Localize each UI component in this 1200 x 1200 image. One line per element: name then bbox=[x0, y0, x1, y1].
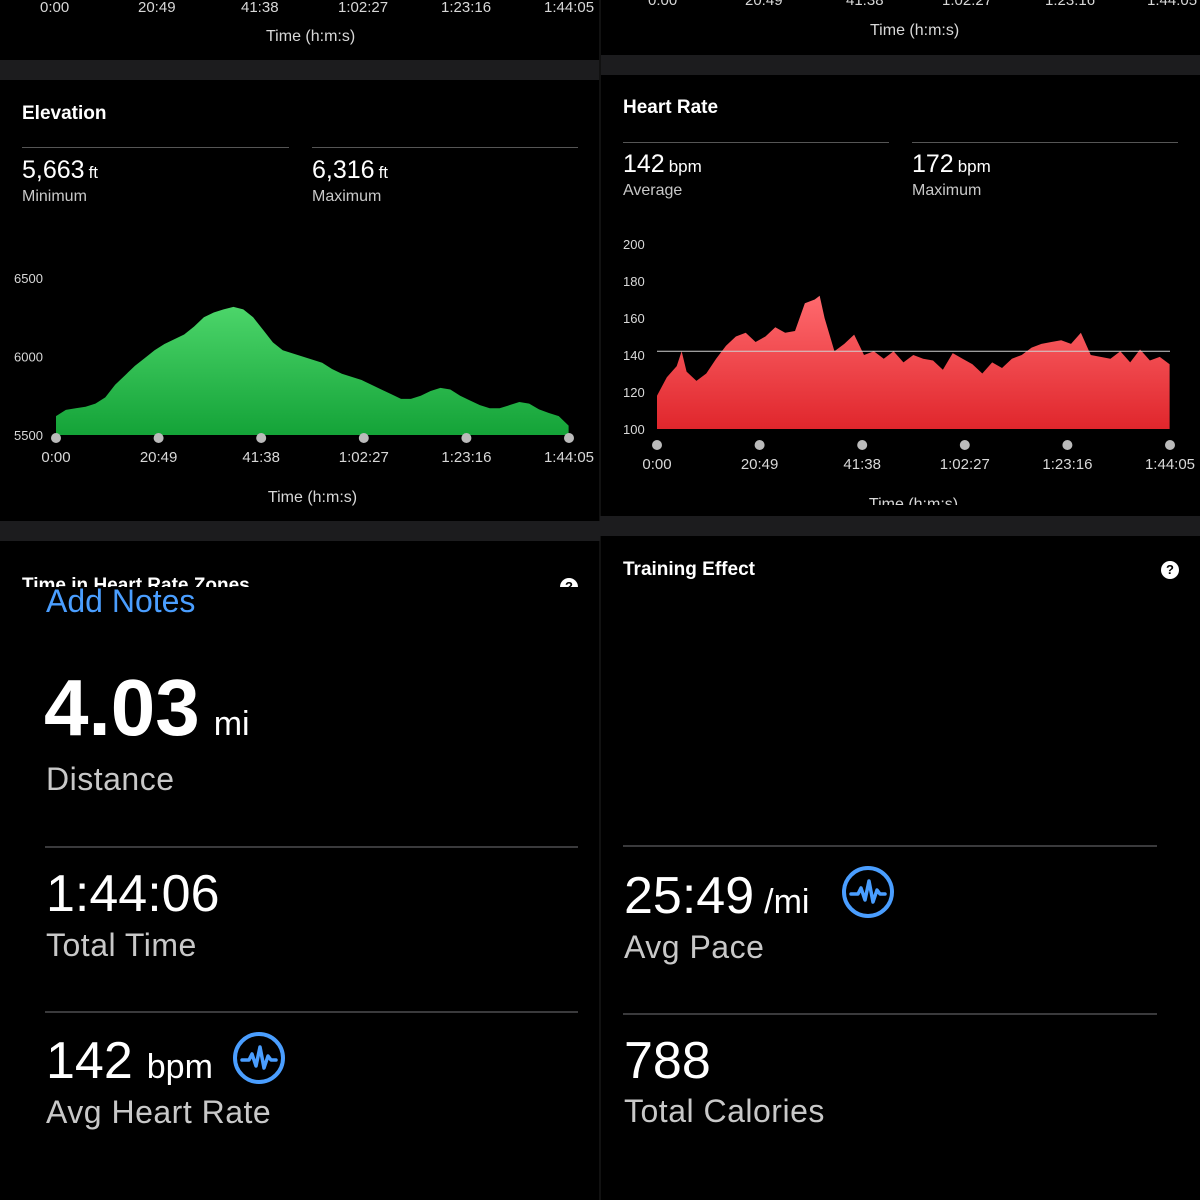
section-divider bbox=[600, 516, 1200, 536]
x-tick-label: 1:02:27 bbox=[339, 449, 389, 466]
heart-rate-wave-icon bbox=[233, 1032, 285, 1084]
y-tick-label: 6000 bbox=[14, 350, 43, 365]
x-tick: 0:00 bbox=[648, 0, 678, 9]
elevation-chart: 5500 6000 6500 0:00 20:49 41:38 1:02:27 1:23:16… bbox=[14, 271, 594, 506]
heart-rate-chart: 100 120 140 160 180 200 0:00 20:49 41:38 1:02:27 1… bbox=[623, 237, 1195, 505]
x-tick: 1:44:05 bbox=[1147, 0, 1198, 9]
x-axis-label: Time (h:m:s) bbox=[266, 28, 356, 45]
x-tick-label: 1:44:05 bbox=[544, 449, 594, 466]
training-effect-help-icon[interactable]: ? bbox=[1161, 561, 1179, 579]
zones-help-icon[interactable]: ? bbox=[560, 578, 578, 587]
distance-value: 4.03 mi bbox=[44, 663, 250, 752]
x-tick-dot[interactable] bbox=[358, 433, 369, 443]
divider bbox=[623, 142, 889, 143]
divider bbox=[623, 845, 1157, 847]
panel-title: Heart Rate bbox=[623, 97, 719, 118]
zones-title: Time in Heart Rate Zones bbox=[22, 575, 250, 587]
x-tick-label: 1:23:16 bbox=[1042, 456, 1092, 473]
panel-title: Elevation bbox=[22, 103, 107, 124]
y-tick-label: 120 bbox=[623, 385, 645, 400]
total-time-value: 1:44:06 bbox=[46, 865, 220, 923]
divider bbox=[45, 846, 578, 848]
x-tick: 0:00 bbox=[40, 0, 70, 16]
avg-hr-value: 142 bpm bbox=[46, 1032, 213, 1090]
divider bbox=[912, 142, 1178, 143]
training-effect-title: Training Effect bbox=[623, 559, 755, 580]
x-tick-label: 0:00 bbox=[642, 456, 671, 473]
x-tick: 41:38 bbox=[241, 0, 279, 16]
x-tick-label: 20:49 bbox=[140, 449, 178, 466]
y-tick-label: 140 bbox=[623, 348, 645, 363]
section-divider bbox=[600, 55, 1200, 75]
x-tick-label: 20:49 bbox=[741, 456, 779, 473]
hr-avg-value: 142 bpm bbox=[623, 150, 702, 178]
y-tick-label: 200 bbox=[623, 237, 645, 252]
avg-hr-label: Avg Heart Rate bbox=[46, 1094, 272, 1130]
x-tick: 41:38 bbox=[846, 0, 884, 9]
y-tick-label: 5500 bbox=[14, 428, 43, 443]
x-axis-label: Time (h:m:s) bbox=[870, 22, 960, 39]
elevation-min-label: Minimum bbox=[22, 188, 87, 205]
section-divider bbox=[0, 60, 600, 80]
section-divider bbox=[0, 521, 600, 541]
x-tick-label: 1:44:05 bbox=[1145, 456, 1195, 473]
x-tick-label: 41:38 bbox=[843, 456, 881, 473]
x-tick: 1:44:05 bbox=[544, 0, 595, 16]
series-area bbox=[56, 306, 569, 435]
x-tick-dot[interactable] bbox=[564, 433, 574, 443]
x-tick-dot[interactable] bbox=[461, 433, 472, 443]
x-tick-label: 41:38 bbox=[242, 449, 280, 466]
x-tick-label: 1:23:16 bbox=[441, 449, 491, 466]
add-notes-link[interactable]: Add Notes bbox=[46, 583, 196, 619]
total-calories-label: Total Calories bbox=[624, 1093, 825, 1129]
elevation-min-value: 5,663 ft bbox=[22, 156, 99, 184]
y-tick-label: 6500 bbox=[14, 271, 43, 286]
x-axis-label: Time (h:m:s) bbox=[268, 489, 357, 506]
avg-pace-value: 25:49/mi bbox=[624, 867, 810, 925]
heart-rate-wave-icon bbox=[842, 866, 894, 918]
x-tick-label: 1:02:27 bbox=[940, 456, 990, 473]
divider bbox=[312, 147, 578, 148]
x-tick-dot[interactable] bbox=[153, 433, 164, 443]
hr-avg-label: Average bbox=[623, 182, 683, 199]
x-tick: 20:49 bbox=[745, 0, 783, 9]
x-tick: 1:02:27 bbox=[942, 0, 993, 9]
elevation-max-value: 6,316 ft bbox=[312, 156, 389, 184]
x-tick-dot[interactable] bbox=[652, 440, 662, 450]
hr-max-label: Maximum bbox=[912, 182, 982, 199]
x-tick-dot[interactable] bbox=[51, 433, 61, 443]
x-tick: 1:23:16 bbox=[1045, 0, 1096, 9]
zones-header-clip: Time in Heart Rate Zones ? bbox=[0, 541, 600, 587]
x-tick-dot[interactable] bbox=[754, 440, 765, 450]
x-tick: 1:02:27 bbox=[338, 0, 389, 16]
divider bbox=[45, 1011, 578, 1013]
x-tick-label: 0:00 bbox=[41, 449, 70, 466]
x-tick-dot[interactable] bbox=[1165, 440, 1175, 450]
series-area bbox=[657, 295, 1170, 429]
x-tick-dot[interactable] bbox=[256, 433, 267, 443]
total-time-label: Total Time bbox=[46, 927, 197, 963]
x-axis-label: Time (h:m:s) bbox=[869, 496, 958, 505]
y-tick-label: 180 bbox=[623, 274, 645, 289]
distance-label: Distance bbox=[46, 761, 175, 797]
x-tick: 1:23:16 bbox=[441, 0, 492, 16]
panel-seam bbox=[599, 0, 601, 1200]
y-tick-label: 160 bbox=[623, 311, 645, 326]
hr-max-value: 172 bpm bbox=[912, 150, 991, 178]
elevation-max-label: Maximum bbox=[312, 188, 382, 205]
divider bbox=[22, 147, 289, 148]
y-tick-label: 100 bbox=[623, 422, 645, 437]
x-tick-dot[interactable] bbox=[1062, 440, 1073, 450]
total-calories-value: 788 bbox=[624, 1032, 711, 1090]
x-tick-dot[interactable] bbox=[959, 440, 970, 450]
x-tick-dot[interactable] bbox=[857, 440, 868, 450]
x-tick: 20:49 bbox=[138, 0, 176, 16]
avg-pace-label: Avg Pace bbox=[624, 929, 765, 965]
divider bbox=[623, 1013, 1157, 1015]
